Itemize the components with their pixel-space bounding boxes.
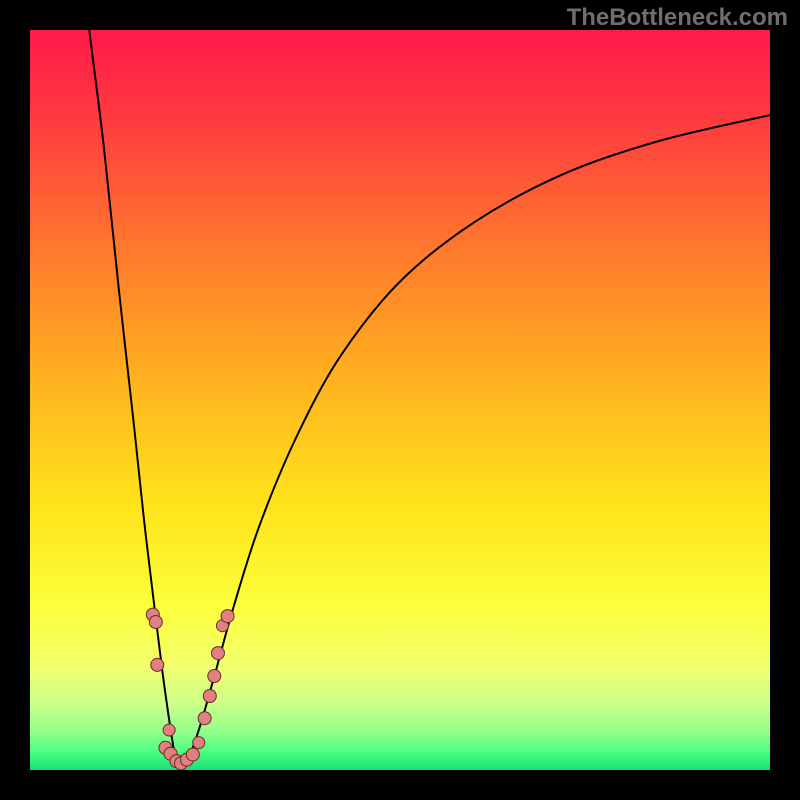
curve-marker [211, 647, 224, 660]
curve-marker [193, 737, 205, 749]
curve-marker [203, 690, 216, 703]
plot-svg [30, 30, 770, 770]
curve-marker [221, 610, 234, 623]
curve-marker [208, 670, 221, 683]
bottleneck-curve [89, 30, 770, 767]
curve-marker [151, 658, 164, 671]
chart-root: { "type": "line", "canvas": { "width": 8… [0, 0, 800, 800]
curve-marker [198, 712, 211, 725]
curve-markers [146, 608, 234, 770]
plot-area [30, 30, 770, 770]
curve-marker [186, 748, 199, 761]
curve-marker [149, 616, 162, 629]
watermark-text: TheBottleneck.com [567, 4, 788, 32]
curve-marker [163, 724, 175, 736]
